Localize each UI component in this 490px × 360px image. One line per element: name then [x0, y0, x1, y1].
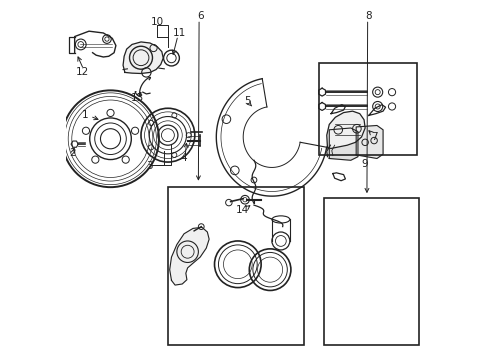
Bar: [318, 63, 417, 155]
Polygon shape: [170, 227, 209, 285]
Polygon shape: [356, 126, 383, 158]
Text: 5: 5: [245, 96, 251, 106]
Bar: [168, 187, 304, 345]
Text: 12: 12: [76, 67, 90, 77]
Text: 3: 3: [147, 161, 153, 171]
Text: 1: 1: [82, 111, 89, 121]
Polygon shape: [329, 128, 358, 160]
Polygon shape: [327, 111, 365, 148]
Text: 9: 9: [362, 159, 368, 169]
Text: 6: 6: [197, 12, 203, 22]
Text: 10: 10: [150, 17, 164, 27]
Text: 4: 4: [181, 153, 187, 163]
Text: 13: 13: [131, 93, 144, 103]
Text: 14: 14: [236, 206, 249, 216]
Text: 8: 8: [366, 11, 372, 21]
Text: 2: 2: [69, 148, 75, 158]
Polygon shape: [123, 42, 163, 73]
Text: 7: 7: [371, 132, 377, 142]
Text: 11: 11: [173, 28, 186, 38]
Bar: [324, 198, 419, 345]
